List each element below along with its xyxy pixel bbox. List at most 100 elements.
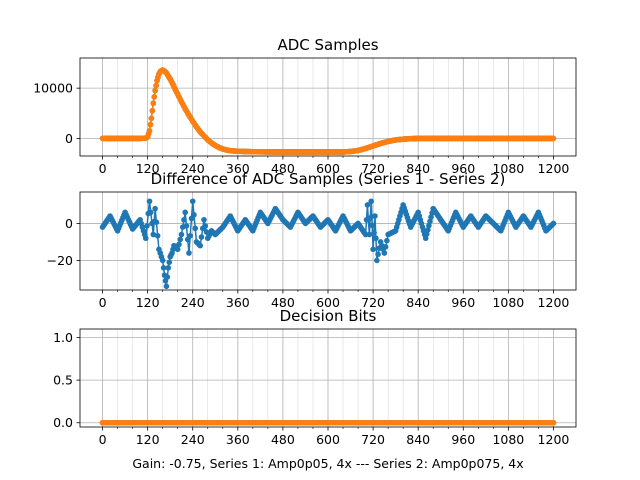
x-tick-label: 1200	[538, 432, 570, 447]
data-point	[375, 251, 381, 258]
panel-decision-bits: 0 120 240 360 480 600 720 840 960 1080 1200 0.0 0.5 1…	[53, 307, 577, 447]
data-point	[370, 246, 376, 253]
data-point	[373, 235, 379, 242]
data-point	[369, 222, 375, 229]
y-tick-label: 0	[65, 131, 73, 146]
data-point	[174, 246, 181, 253]
x-tick-label: 1200	[538, 295, 570, 310]
data-point	[153, 219, 160, 225]
y-tick-label: 1.0	[53, 330, 73, 345]
y-tick-label: 10000	[33, 81, 73, 96]
data-point	[163, 283, 170, 290]
data-point	[183, 223, 190, 229]
data-point	[187, 232, 194, 239]
plot-area	[99, 67, 557, 155]
y-tick-label: −20	[47, 253, 73, 268]
data-point	[367, 215, 374, 221]
x-tick-label: 240	[181, 295, 205, 310]
x-tick-label: 240	[181, 161, 205, 176]
x-tick-label: 480	[271, 432, 295, 447]
data-point	[426, 222, 432, 229]
data-point	[178, 231, 185, 238]
y-tick-label: 0.0	[53, 415, 73, 430]
x-tick-label: 720	[361, 295, 385, 310]
data-point	[151, 94, 158, 100]
data-point	[198, 234, 205, 240]
x-tick-label: 720	[361, 161, 385, 176]
data-point	[146, 198, 153, 205]
x-tick-label: 960	[451, 161, 475, 176]
data-point	[176, 241, 182, 248]
data-point	[159, 257, 166, 264]
x-tick-label: 1080	[492, 161, 524, 176]
data-point	[192, 225, 199, 232]
x-tick-label: 600	[316, 432, 340, 447]
data-point	[366, 231, 373, 238]
x-tick-label: 960	[451, 295, 475, 310]
data-point	[425, 226, 431, 233]
figure-caption: Gain: -0.75, Series 1: Amp0p05, 4x --- S…	[132, 456, 523, 471]
x-tick-label: 1080	[492, 295, 524, 310]
x-tick-label: 480	[271, 161, 295, 176]
data-point	[147, 121, 154, 128]
data-point	[197, 242, 204, 249]
y-tick-label: 0	[65, 216, 73, 231]
data-point	[152, 205, 158, 212]
data-point	[201, 216, 207, 223]
plot-area	[99, 419, 557, 426]
data-point	[147, 209, 154, 216]
data-point	[202, 223, 209, 229]
data-point	[550, 220, 557, 227]
data-point	[368, 198, 375, 205]
x-tick-label: 840	[406, 295, 430, 310]
data-point	[164, 274, 171, 280]
data-point	[152, 87, 158, 94]
x-tick-label: 1080	[492, 432, 524, 447]
data-point	[165, 265, 172, 271]
data-point	[153, 82, 159, 89]
data-point	[191, 212, 197, 218]
x-tick-label: 840	[406, 161, 430, 176]
x-tick-label: 120	[136, 161, 160, 176]
data-point	[181, 216, 187, 223]
chart-title: Decision Bits	[280, 307, 377, 325]
data-point	[150, 231, 157, 238]
x-tick-label: 600	[316, 161, 340, 176]
data-point	[374, 257, 380, 264]
data-point	[384, 237, 390, 244]
data-point	[550, 419, 557, 426]
series-2	[99, 67, 557, 155]
data-point	[428, 214, 434, 220]
data-point	[427, 218, 433, 225]
x-tick-label: 840	[406, 432, 430, 447]
data-point	[177, 236, 183, 243]
data-point	[423, 231, 430, 237]
series-1	[99, 198, 557, 290]
data-point	[150, 100, 157, 107]
y-tick-label: 0.5	[53, 373, 73, 388]
chart-title: Difference of ADC Samples (Series 1 - Se…	[151, 170, 506, 188]
data-point	[371, 229, 377, 236]
panel-difference: 0 120 240 360 480 600 720 840 960 1080 1200 −20 0 Dif…	[47, 170, 577, 310]
data-point	[149, 107, 156, 114]
x-tick-label: 960	[451, 432, 475, 447]
data-point	[154, 232, 161, 239]
data-point	[142, 235, 149, 242]
data-point	[146, 128, 153, 134]
panel-adc-samples: 0 120 240 360 480 600 720 840 960 1080 1200 0 10000 A…	[33, 36, 577, 176]
data-point	[364, 202, 371, 208]
x-tick-label: 360	[226, 295, 250, 310]
series-2	[99, 419, 557, 426]
plot-area	[99, 198, 557, 290]
data-point	[160, 265, 167, 271]
x-tick-label: 1200	[538, 161, 570, 176]
x-tick-label: 240	[181, 432, 205, 447]
x-tick-label: 600	[316, 295, 340, 310]
x-tick-label: 0	[99, 295, 107, 310]
data-point	[189, 198, 196, 205]
data-point	[422, 235, 429, 242]
x-tick-label: 360	[226, 161, 250, 176]
data-point	[550, 135, 557, 142]
chart-title: ADC Samples	[277, 36, 378, 54]
